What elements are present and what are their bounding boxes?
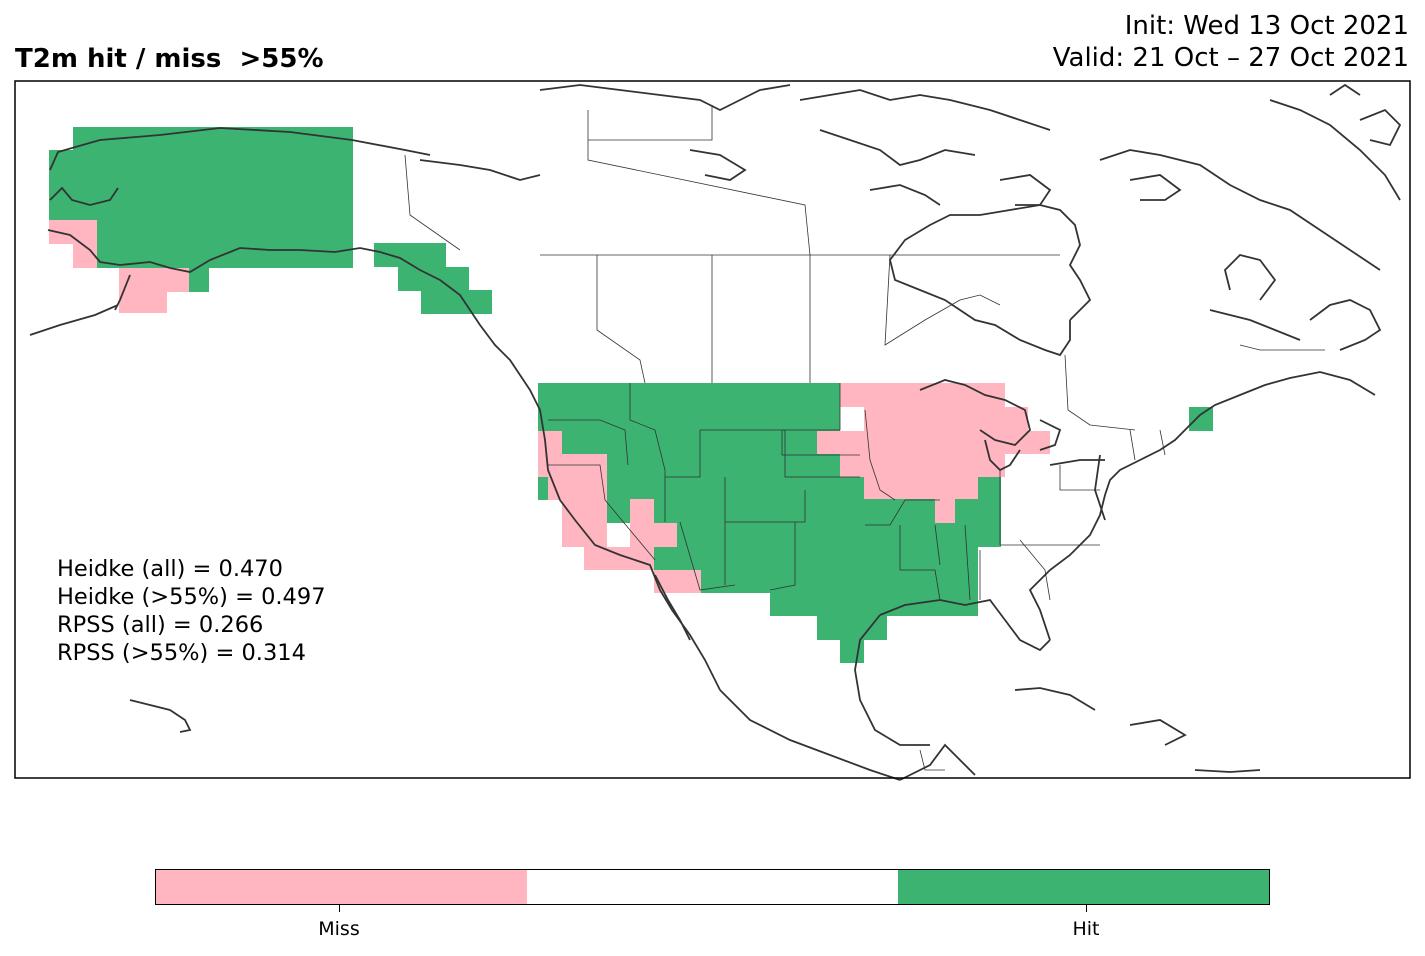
hit-miss-grid bbox=[49, 127, 1213, 663]
colorbar-label-hit: Hit bbox=[1072, 918, 1100, 940]
init-date: Init: Wed 13 Oct 2021 bbox=[1124, 11, 1409, 41]
hit-cell bbox=[701, 570, 978, 593]
hit-cell bbox=[887, 499, 935, 523]
miss-cell bbox=[840, 383, 1005, 407]
rpss-55-score: RPSS (>55%) = 0.314 bbox=[57, 640, 306, 666]
hit-cell bbox=[538, 477, 548, 500]
colorbar-tick-hit bbox=[1086, 905, 1087, 912]
hit-cell bbox=[189, 268, 209, 292]
valid-date: Valid: 21 Oct – 27 Oct 2021 bbox=[1052, 43, 1409, 73]
miss-cell bbox=[119, 268, 189, 292]
miss-cell bbox=[630, 499, 654, 547]
hit-cell bbox=[978, 477, 1001, 499]
map-title: T2m hit / miss >55% bbox=[15, 44, 324, 74]
miss-cell bbox=[73, 244, 97, 268]
miss-cell bbox=[584, 547, 654, 570]
hit-cell bbox=[817, 477, 864, 499]
miss-cell bbox=[935, 499, 955, 523]
colorbar-label-miss: Miss bbox=[318, 918, 360, 940]
hit-cell bbox=[654, 499, 887, 523]
heidke-55-score: Heidke (>55%) = 0.497 bbox=[57, 584, 326, 610]
heidke-all-score: Heidke (all) = 0.470 bbox=[57, 556, 283, 582]
hit-cell bbox=[607, 454, 840, 499]
hit-cell bbox=[562, 431, 818, 455]
state-province-borders bbox=[404, 105, 1325, 771]
hit-cell bbox=[955, 499, 1001, 523]
hit-cell bbox=[73, 127, 353, 268]
miss-cell bbox=[864, 477, 978, 499]
skill-scores: Heidke (all) = 0.470 Heidke (>55%) = 0.4… bbox=[57, 555, 326, 667]
hit-cell bbox=[654, 547, 978, 571]
hit-cell bbox=[538, 383, 840, 431]
hit-cell bbox=[770, 593, 978, 616]
hit-cell bbox=[398, 267, 469, 291]
hit-cell bbox=[49, 150, 74, 220]
hit-cell bbox=[677, 523, 1001, 547]
forecast-dates: Init: Wed 13 Oct 2021 Valid: 21 Oct – 27… bbox=[1053, 10, 1409, 74]
hit-cell bbox=[817, 454, 841, 477]
colorbar-neutral-segment bbox=[527, 870, 898, 904]
colorbar bbox=[155, 869, 1270, 905]
miss-cell bbox=[654, 570, 701, 593]
hit-cell bbox=[607, 499, 630, 523]
hit-cell bbox=[1189, 407, 1213, 431]
miss-cell bbox=[654, 523, 677, 547]
miss-cell bbox=[119, 292, 167, 313]
miss-cell bbox=[817, 431, 1050, 454]
colorbar-tick-miss bbox=[339, 905, 340, 912]
miss-cell bbox=[538, 431, 562, 477]
miss-cell bbox=[840, 454, 1005, 477]
colorbar-miss-segment bbox=[156, 870, 527, 904]
hit-cell bbox=[421, 290, 492, 314]
rpss-all-score: RPSS (all) = 0.266 bbox=[57, 612, 264, 638]
miss-cell bbox=[864, 407, 1028, 431]
hit-cell bbox=[840, 640, 864, 663]
map-frame bbox=[14, 80, 1411, 779]
colorbar-hit-segment bbox=[898, 870, 1269, 904]
